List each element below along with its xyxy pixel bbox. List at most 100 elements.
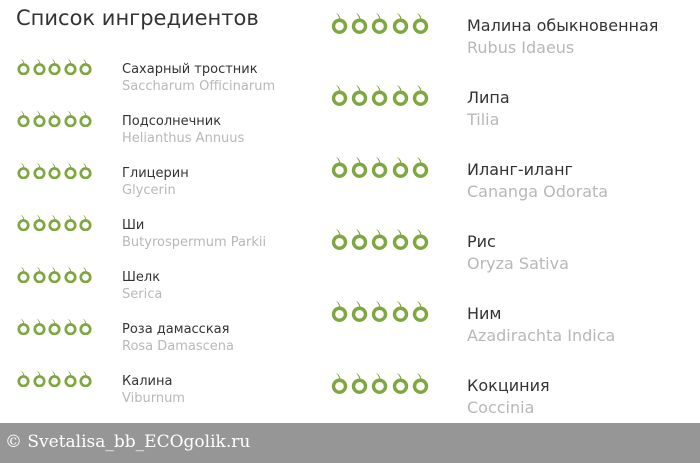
olive-icon [372,372,388,394]
rating-icons [16,58,93,76]
olive-icon [79,266,92,284]
olive-icon [33,370,46,388]
olive-icon [48,162,61,180]
olive-icon [392,228,408,250]
ingredient-latin: Glycerin [122,183,176,198]
ingredient-name: Иланг-иланг [467,160,573,179]
ingredient-name: Малина обыкновенная [467,16,659,35]
olive-icon [412,228,428,250]
olive-icon [17,58,30,76]
olive-icon [33,318,46,336]
olive-icon [331,12,348,34]
olive-icon [412,372,428,394]
olive-icon [48,266,61,284]
page-title: Список ингредиентов [16,6,259,30]
ingredient-name: Ши [122,218,145,233]
ingredient-name: Кокциния [467,376,550,395]
rating-icons [16,110,93,128]
ingredient-name: Роза дамасская [122,322,230,337]
olive-icon [48,318,61,336]
ingredient-name: Рис [467,232,496,251]
olive-icon [351,156,368,178]
rating-icons [330,300,430,322]
ingredient-latin: Helianthus Annuus [122,131,245,146]
olive-icon [48,58,61,76]
ingredient-latin: Serica [122,287,163,302]
ingredient-latin: Oryza Sativa [467,254,569,273]
olive-icon [79,110,92,128]
olive-icon [351,84,368,106]
watermark: © Svetalisa_bb_ECOgolik.ru [5,432,251,452]
olive-icon [17,162,30,180]
rating-icons [330,84,430,106]
olive-icon [412,156,428,178]
olive-icon [48,214,61,232]
olive-icon [79,162,92,180]
olive-icon [351,372,368,394]
ingredient-name: Липа [467,88,510,107]
olive-icon [79,370,92,388]
ingredient-latin: Rubus Idaeus [467,38,575,57]
olive-icon [79,214,92,232]
olive-icon [64,318,77,336]
rating-icons [16,318,93,336]
olive-icon [331,300,348,322]
olive-icon [33,162,46,180]
rating-icons [16,370,93,388]
olive-icon [351,228,368,250]
rating-icons [16,214,93,232]
olive-icon [372,12,388,34]
olive-icon [331,84,348,106]
olive-icon [351,300,368,322]
rating-icons [330,372,430,394]
olive-icon [48,110,61,128]
olive-icon [392,372,408,394]
olive-icon [64,162,77,180]
ingredient-latin: Saccharum Officinarum [122,79,276,94]
rating-icons [330,156,430,178]
olive-icon [351,12,368,34]
ingredient-name: Глицерин [122,166,189,181]
olive-icon [33,58,46,76]
olive-icon [17,110,30,128]
olive-icon [33,266,46,284]
olive-icon [331,156,348,178]
ingredient-latin: Tilia [467,110,500,129]
olive-icon [79,58,92,76]
olive-icon [372,228,388,250]
rating-icons [16,266,93,284]
olive-icon [17,266,30,284]
ingredient-latin: Coccinia [467,398,535,417]
olive-icon [33,110,46,128]
olive-icon [64,214,77,232]
olive-icon [372,300,388,322]
olive-icon [412,84,428,106]
olive-icon [412,12,428,34]
ingredient-latin: Butyrospermum Parkii [122,235,267,250]
olive-icon [79,318,92,336]
ingredient-name: Ним [467,304,502,323]
ingredient-latin: Cananga Odorata [467,182,609,201]
rating-icons [330,12,430,34]
olive-icon [33,214,46,232]
ingredient-name: Калина [122,374,173,389]
olive-icon [17,318,30,336]
rating-icons [16,162,93,180]
ingredient-name: Шелк [122,270,161,285]
olive-icon [331,372,348,394]
olive-icon [372,84,388,106]
olive-icon [48,370,61,388]
ingredient-latin: Azadirachta Indica [467,326,616,345]
olive-icon [64,266,77,284]
olive-icon [17,370,30,388]
ingredient-name: Подсолнечник [122,114,222,129]
olive-icon [372,156,388,178]
olive-icon [392,12,408,34]
olive-icon [17,214,30,232]
rating-icons [330,228,430,250]
olive-icon [64,110,77,128]
olive-icon [412,300,428,322]
ingredient-name: Сахарный тростник [122,62,258,77]
olive-icon [64,58,77,76]
olive-icon [64,370,77,388]
